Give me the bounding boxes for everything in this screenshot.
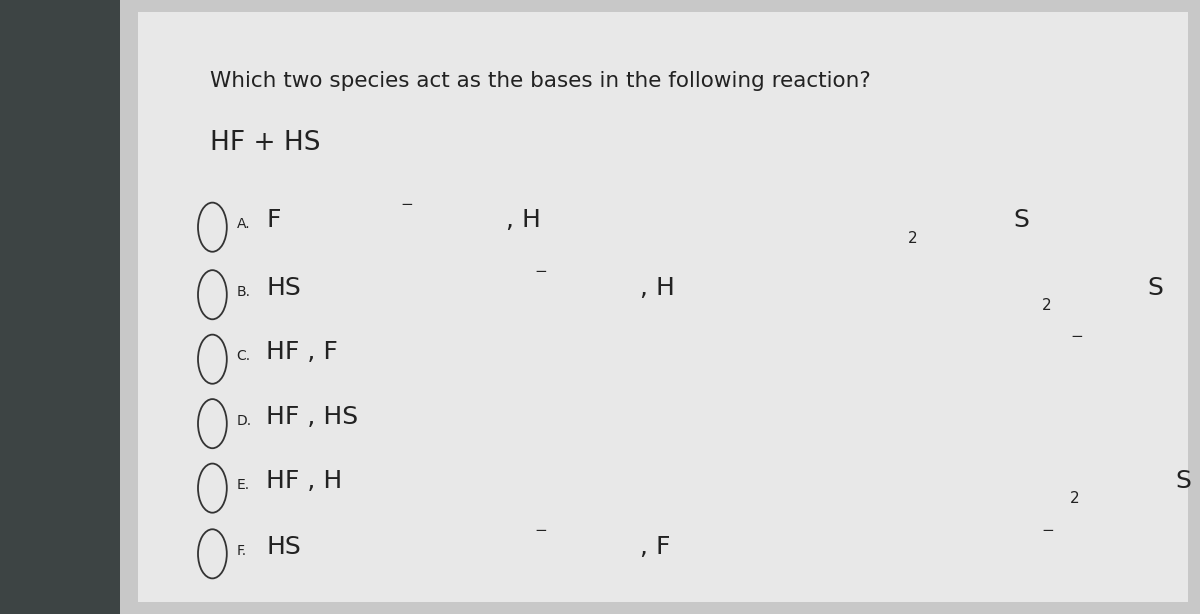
Text: −: − <box>534 264 547 279</box>
Text: C.: C. <box>236 349 251 363</box>
Text: −: − <box>534 523 547 538</box>
Text: 2: 2 <box>1070 491 1080 507</box>
Text: 2: 2 <box>907 230 917 246</box>
Text: , H: , H <box>640 276 674 300</box>
Text: −: − <box>401 196 413 212</box>
Text: −: − <box>1042 523 1055 538</box>
Text: S: S <box>1176 469 1192 493</box>
Text: F.: F. <box>236 544 246 558</box>
Text: , H: , H <box>506 208 541 232</box>
Text: , F: , F <box>640 535 671 559</box>
FancyBboxPatch shape <box>0 0 120 614</box>
Text: Which two species act as the bases in the following reaction?: Which two species act as the bases in th… <box>210 71 871 91</box>
Text: S: S <box>1013 208 1030 232</box>
FancyBboxPatch shape <box>120 0 1200 614</box>
FancyBboxPatch shape <box>138 12 1188 602</box>
Text: A.: A. <box>236 217 250 231</box>
Text: HS: HS <box>266 535 301 559</box>
Text: S: S <box>1147 276 1163 300</box>
Text: HS: HS <box>266 276 301 300</box>
Text: D.: D. <box>236 414 252 427</box>
Text: F: F <box>266 208 281 232</box>
Text: HF , F: HF , F <box>266 340 338 364</box>
Text: B.: B. <box>236 285 251 298</box>
Text: HF + HS: HF + HS <box>210 130 320 157</box>
Text: E.: E. <box>236 478 250 492</box>
Text: 2: 2 <box>1042 298 1051 313</box>
Text: HF , H: HF , H <box>266 469 343 493</box>
Text: −: − <box>1070 328 1082 344</box>
Text: HF , HS: HF , HS <box>266 405 359 429</box>
